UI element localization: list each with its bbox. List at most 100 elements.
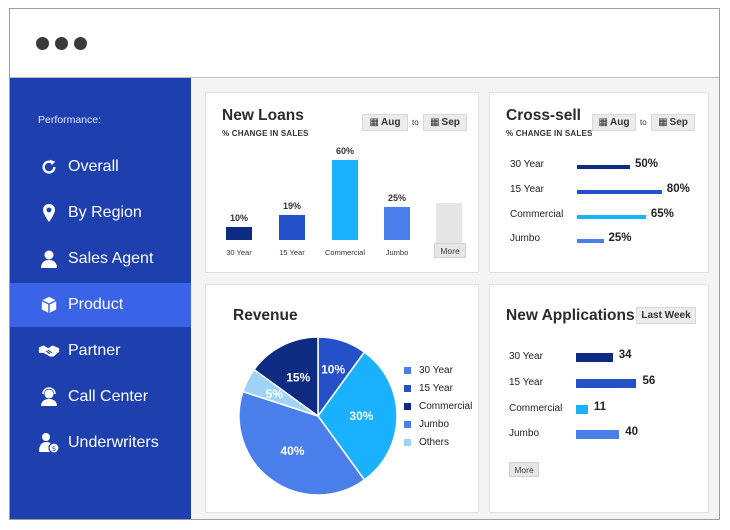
bar-2: [332, 160, 358, 240]
sidebar-item-label: By Region: [68, 204, 142, 221]
legend-label: Others: [419, 437, 450, 448]
sidebar-item-label: Call Center: [68, 388, 149, 405]
pie-slice-label: 40%: [280, 444, 304, 458]
row-value-label: 50%: [635, 158, 659, 170]
new-applications-card: New Applications Last Week 30 Year 34 15 Y…: [489, 284, 709, 513]
row-label: 15 Year: [509, 377, 543, 388]
row-label: 30 Year: [509, 351, 543, 362]
user-icon: [38, 248, 60, 270]
sidebar-item-label: Underwriters: [68, 434, 159, 451]
date-to-button[interactable]: ▦ Sep: [423, 114, 467, 131]
sidebar-item-sales-agent[interactable]: Sales Agent: [10, 237, 191, 281]
hbar-2: [577, 215, 646, 219]
bar-category-label: Jumbo: [385, 248, 409, 257]
window-dot-3[interactable]: [74, 37, 87, 50]
revenue-pie-chart: 10% 30% 40% 5%15%: [238, 336, 398, 496]
abar-0: [576, 353, 613, 362]
date-range-to-label: to: [412, 118, 419, 127]
legend-label: Jumbo: [419, 419, 450, 430]
row-value-label: 56: [642, 375, 656, 387]
user-money-icon: $: [38, 432, 60, 454]
legend-item: 15 Year: [404, 383, 453, 394]
row-value-label: 80%: [666, 183, 690, 195]
bar-value-label: 25%: [387, 192, 406, 203]
legend-item: 30 Year: [404, 365, 453, 376]
more-button[interactable]: More: [434, 243, 466, 258]
legend-swatch: [404, 421, 411, 428]
row-label: 15 Year: [510, 184, 544, 195]
hbar-0: [577, 165, 630, 169]
date-to-button[interactable]: ▦ Sep: [651, 114, 695, 131]
cross-sell-title: Cross-sell: [506, 107, 581, 124]
legend-label: 30 Year: [419, 365, 453, 376]
bar-1: [279, 214, 305, 240]
row-value-label: 65%: [650, 208, 674, 220]
location-pin-icon: [38, 202, 60, 224]
pie-slice-2: [238, 390, 366, 496]
hbar-3: [577, 239, 604, 243]
pie-slice-label: 30%: [349, 409, 373, 423]
date-from-button[interactable]: ▦ Aug: [362, 114, 408, 131]
period-button[interactable]: Last Week: [636, 307, 696, 324]
svg-text:$: $: [52, 445, 56, 453]
bar-category-label: 15 Year: [279, 248, 305, 257]
new-loans-subtitle: % CHANGE IN SALES: [222, 129, 309, 138]
calendar-icon: ▦: [430, 117, 440, 128]
legend-swatch: [404, 367, 411, 374]
calendar-icon: ▦: [369, 117, 379, 128]
new-loans-card: New Loans % CHANGE IN SALES ▦ Aug to ▦ Sep…: [205, 92, 479, 273]
legend-item: Jumbo: [404, 419, 449, 430]
sidebar-item-label: Sales Agent: [68, 250, 154, 267]
legend-label: Commercial: [419, 401, 473, 412]
window-dot-1[interactable]: [36, 37, 49, 50]
row-value-label: 25%: [608, 232, 632, 244]
abar-1: [576, 379, 637, 388]
cross-sell-card: Cross-sell % CHANGE IN SALES ▦ Aug to ▦ Se…: [489, 92, 709, 273]
legend-swatch: [404, 385, 411, 392]
cross-sell-subtitle: % CHANGE IN SALES: [506, 129, 593, 138]
legend-swatch: [404, 439, 411, 446]
date-from-button[interactable]: ▦ Aug: [592, 114, 636, 131]
revenue-title: Revenue: [233, 307, 298, 324]
sidebar-item-call-center[interactable]: Call Center: [10, 375, 191, 419]
legend-label: 15 Year: [419, 383, 453, 394]
row-label: Commercial: [509, 403, 563, 414]
refresh-icon: [38, 156, 60, 178]
title-bar: [10, 9, 719, 77]
bar-value-label: 60%: [335, 146, 354, 157]
hbar-1: [577, 190, 662, 194]
legend-item: Commercial: [404, 401, 472, 412]
sidebar-item-underwriters[interactable]: $ Underwriters: [10, 421, 191, 465]
placeholder-bar: [436, 203, 462, 243]
legend-item: Others: [404, 437, 449, 448]
date-range-to-label: to: [640, 118, 647, 127]
sidebar-item-product[interactable]: Product: [10, 283, 191, 327]
sidebar-item-by-region[interactable]: By Region: [10, 191, 191, 235]
bar-0: [226, 226, 252, 240]
row-value-label: 40: [625, 426, 638, 438]
sidebar: Performance: Overall By Region Sales Age…: [10, 78, 191, 519]
window-dot-2[interactable]: [55, 37, 68, 50]
pie-slice-label: 15%: [286, 370, 310, 384]
bar-3: [384, 206, 410, 240]
pie-slice-label: 10%: [321, 362, 345, 376]
row-value-label: 11: [593, 401, 607, 413]
dashboard-content: New Loans % CHANGE IN SALES ▦ Aug to ▦ Sep…: [191, 78, 719, 519]
sidebar-item-label: Product: [68, 296, 124, 313]
sidebar-item-label: Partner: [68, 342, 121, 359]
row-label: Commercial: [510, 209, 564, 220]
bar-value-label: 19%: [282, 200, 301, 211]
row-label: Jumbo: [509, 428, 540, 439]
sidebar-item-overall[interactable]: Overall: [10, 145, 191, 189]
abar-2: [576, 405, 588, 414]
calendar-icon: ▦: [658, 117, 668, 128]
row-label: 30 Year: [510, 159, 544, 170]
sidebar-heading: Performance:: [38, 114, 102, 126]
legend-swatch: [404, 403, 411, 410]
pie-slice-label: 5%: [266, 387, 284, 401]
bar-category-label: Commercial: [324, 248, 365, 257]
handshake-icon: [38, 340, 60, 362]
more-button[interactable]: More: [509, 462, 539, 477]
new-loans-title: New Loans: [222, 107, 304, 124]
sidebar-item-partner[interactable]: Partner: [10, 329, 191, 373]
